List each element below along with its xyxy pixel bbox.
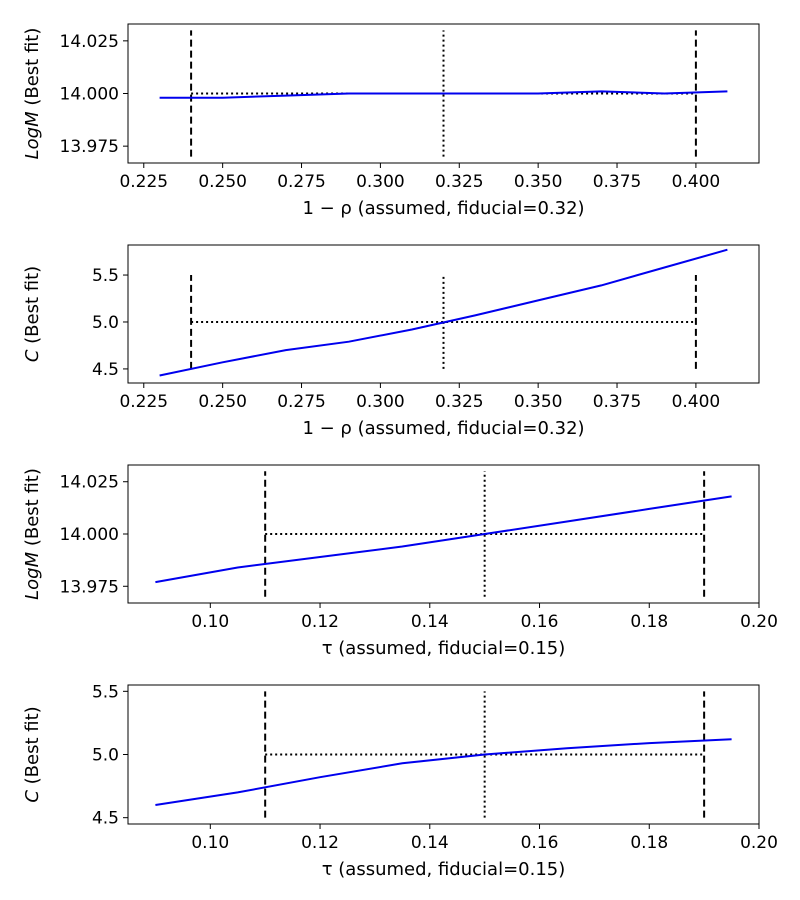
x-tick-label: 0.350 [514,392,563,412]
y-tick-label: 5.0 [92,746,119,766]
x-tick-label: 0.20 [740,612,778,632]
plot-frame [127,244,760,384]
x-tick-label: 0.18 [630,833,668,853]
data-series-line [159,90,728,99]
y-axis-label-rest: (Best fit) [22,468,43,552]
data-series-line [155,738,732,806]
x-tick-label: 0.275 [277,392,326,412]
x-tick-label: 0.300 [356,392,405,412]
subplot-3: 0.10 0.12 0.14 0.16 0.18 0.20 13.975 14.000 14.0… [22,464,778,659]
x-tick-label: 0.12 [301,833,339,853]
subplot-4: 0.10 0.12 0.14 0.16 0.18 0.20 4.5 5.0 5.5 τ (assu… [22,682,778,880]
x-tick-label: 0.14 [411,833,449,853]
y-tick-label: 5.5 [92,266,119,286]
x-tick-label: 0.10 [191,612,229,632]
x-tick-label: 0.325 [435,392,484,412]
x-tick-label: 0.16 [521,833,559,853]
y-tick-label: 14.025 [60,32,119,52]
y-tick-label: 13.975 [60,137,119,157]
data-series-line [155,495,732,584]
y-axis-label-variable: C [22,349,43,362]
x-tick-label: 0.350 [514,172,563,192]
x-tick-label: 0.10 [191,833,229,853]
x-tick-label: 0.225 [119,172,168,192]
plot-frame [127,684,760,825]
x-tick-label: 0.300 [356,172,405,192]
x-tick-label: 0.18 [630,612,668,632]
y-tick-label: 4.5 [92,809,119,829]
y-tick-label: 5.0 [92,313,119,333]
y-axis-label: LogM (Best fit) [22,468,43,600]
x-tick-label: 0.14 [411,612,449,632]
x-tick-label: 0.375 [593,172,642,192]
subplot-1: 0.225 0.250 0.275 0.300 0.325 0.350 0.375 0.400… [22,23,760,219]
x-tick-label: 0.20 [740,833,778,853]
x-tick-label: 0.250 [198,392,247,412]
x-tick-label: 0.275 [277,172,326,192]
y-tick-label: 14.025 [60,473,119,493]
x-axis-label: τ (assumed, fiducial=0.15) [322,638,566,659]
x-tick-label: 0.375 [593,392,642,412]
x-tick-label: 0.225 [119,392,168,412]
x-tick-label: 0.12 [301,612,339,632]
plot-frame [127,464,760,604]
y-axis-label: C (Best fit) [22,706,43,802]
plot-frame [127,23,760,164]
x-tick-label: 0.400 [672,172,721,192]
y-tick-label: 13.975 [60,577,119,597]
data-series-line [159,248,728,377]
subplot-2: 0.225 0.250 0.275 0.300 0.325 0.350 0.375 0.400… [22,244,760,439]
y-axis-label-rest: (Best fit) [22,28,43,112]
x-tick-label: 0.16 [521,612,559,632]
x-axis-label: 1 − ρ (assumed, fiducial=0.32) [302,198,584,219]
y-axis-label-variable: LogM [22,551,43,599]
y-axis-label-variable: LogM [22,111,43,159]
y-tick-label: 14.000 [60,525,119,545]
x-tick-label: 0.250 [198,172,247,192]
y-tick-label: 14.000 [60,85,119,105]
y-axis-label-rest: (Best fit) [22,706,43,790]
x-tick-label: 0.325 [435,172,484,192]
y-axis-label: C (Best fit) [22,266,43,362]
y-axis-label-rest: (Best fit) [22,266,43,350]
y-tick-label: 5.5 [92,682,119,702]
x-axis-label: 1 − ρ (assumed, fiducial=0.32) [302,418,584,439]
y-axis-label-variable: C [22,790,43,803]
y-tick-label: 4.5 [92,360,119,380]
x-axis-label: τ (assumed, fiducial=0.15) [322,859,566,880]
x-tick-label: 0.400 [672,392,721,412]
y-axis-label: LogM (Best fit) [22,28,43,160]
